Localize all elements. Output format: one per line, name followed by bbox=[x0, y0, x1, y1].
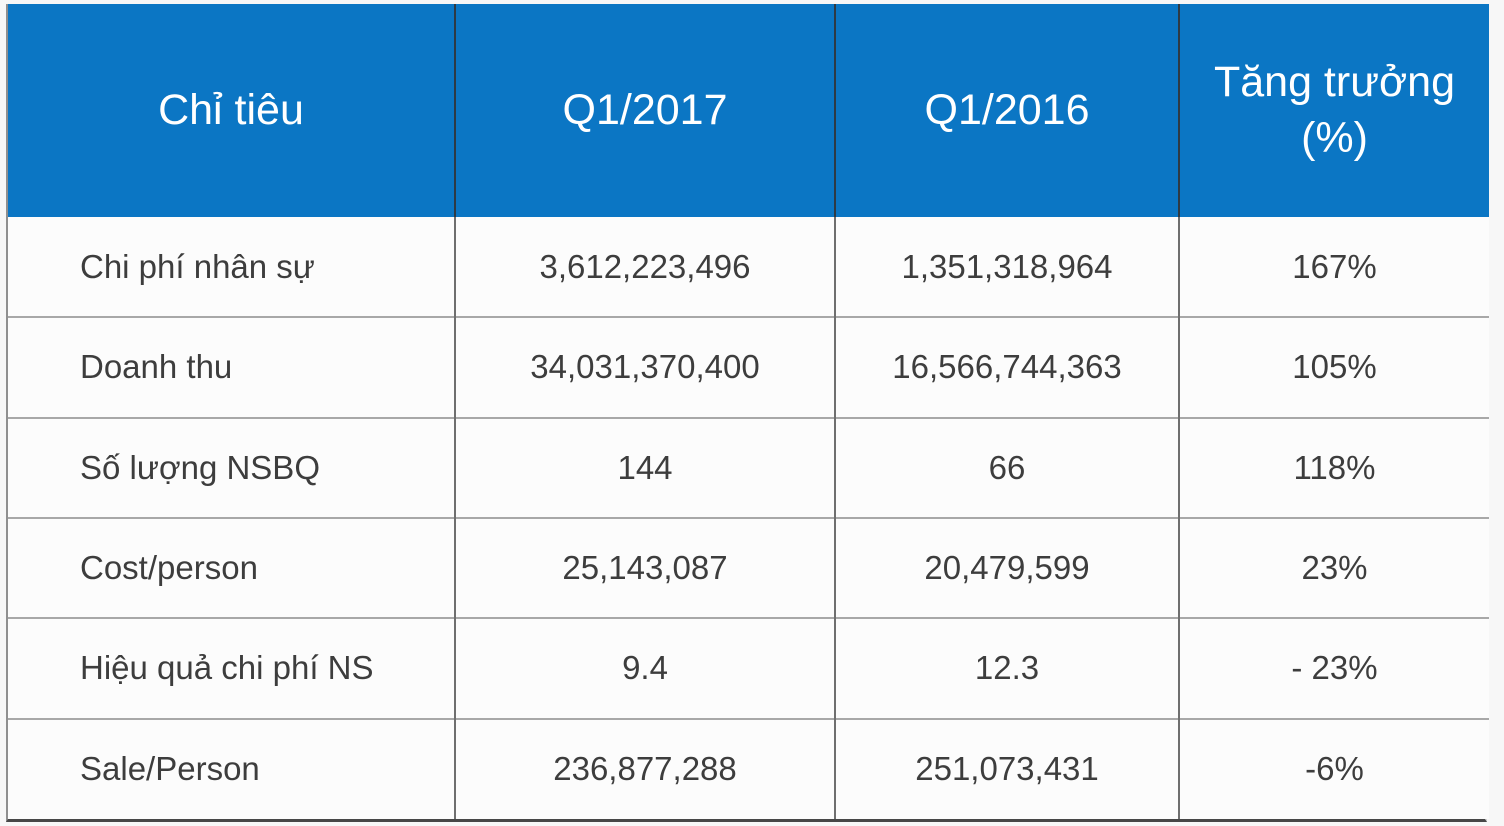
value-cell-q1-2016: 20,479,599 bbox=[834, 516, 1179, 619]
value-cell-q1-2017: 34,031,370,400 bbox=[454, 316, 835, 418]
value-cell-q1-2016: 251,073,431 bbox=[834, 717, 1179, 819]
value-cell-q1-2017: 3,612,223,496 bbox=[454, 217, 835, 318]
value-cell-growth: 118% bbox=[1178, 416, 1489, 518]
table-body: Chi phí nhân sự 3,612,223,496 1,351,318,… bbox=[8, 217, 1489, 819]
value-cell-growth: -6% bbox=[1178, 717, 1489, 819]
value-cell-q1-2016: 12.3 bbox=[834, 617, 1179, 719]
table-row: Cost/person 25,143,087 20,479,599 23% bbox=[8, 516, 1489, 619]
table-row: Doanh thu 34,031,370,400 16,566,744,363 … bbox=[8, 316, 1489, 418]
table-row: Số lượng NSBQ 144 66 118% bbox=[8, 416, 1489, 518]
value-cell-q1-2017: 25,143,087 bbox=[454, 516, 835, 619]
header-cell-q1-2017: Q1/2017 bbox=[454, 4, 835, 217]
value-cell-growth: - 23% bbox=[1178, 617, 1489, 719]
kpi-table: Chỉ tiêu Q1/2017 Q1/2016 Tăng trưởng (%)… bbox=[8, 4, 1489, 819]
value-cell-growth: 167% bbox=[1178, 217, 1489, 318]
value-cell-growth: 105% bbox=[1178, 316, 1489, 418]
value-cell-growth: 23% bbox=[1178, 516, 1489, 619]
value-cell-q1-2017: 236,877,288 bbox=[454, 717, 835, 819]
table-row: Hiệu quả chi phí NS 9.4 12.3 - 23% bbox=[8, 617, 1489, 719]
row-label-cell: Doanh thu bbox=[8, 316, 455, 418]
table-row: Chi phí nhân sự 3,612,223,496 1,351,318,… bbox=[8, 217, 1489, 318]
header-cell-tang-truong: Tăng trưởng (%) bbox=[1178, 4, 1489, 217]
value-cell-q1-2017: 144 bbox=[454, 416, 835, 518]
header-row: Chỉ tiêu Q1/2017 Q1/2016 Tăng trưởng (%) bbox=[8, 4, 1489, 217]
table-row: Sale/Person 236,877,288 251,073,431 -6% bbox=[8, 717, 1489, 819]
row-label-cell: Cost/person bbox=[8, 516, 455, 619]
header-cell-chi-tieu: Chỉ tiêu bbox=[8, 4, 455, 217]
value-cell-q1-2016: 1,351,318,964 bbox=[834, 217, 1179, 318]
row-label-cell: Sale/Person bbox=[8, 717, 455, 819]
row-label-cell: Hiệu quả chi phí NS bbox=[8, 617, 455, 719]
header-cell-q1-2016: Q1/2016 bbox=[834, 4, 1179, 217]
value-cell-q1-2016: 66 bbox=[834, 416, 1179, 518]
value-cell-q1-2016: 16,566,744,363 bbox=[834, 316, 1179, 418]
row-label-cell: Chi phí nhân sự bbox=[8, 217, 455, 318]
value-cell-q1-2017: 9.4 bbox=[454, 617, 835, 719]
row-label-cell: Số lượng NSBQ bbox=[8, 416, 455, 518]
kpi-table-wrapper: Chỉ tiêu Q1/2017 Q1/2016 Tăng trưởng (%)… bbox=[6, 4, 1489, 822]
